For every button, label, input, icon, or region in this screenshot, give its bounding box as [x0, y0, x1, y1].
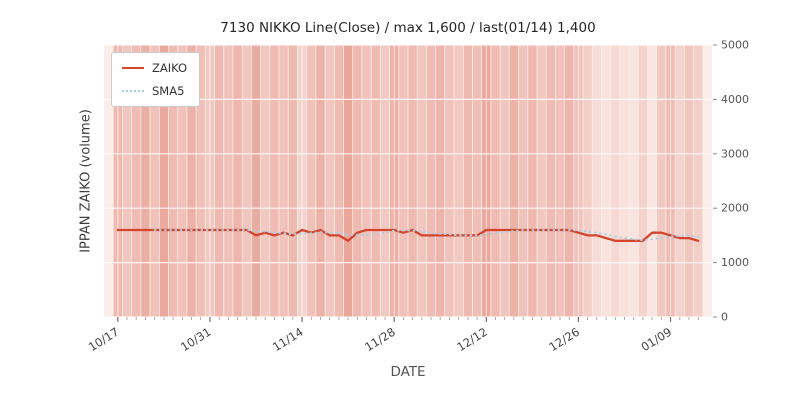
y-tick-label: 0	[721, 311, 728, 324]
day-band	[491, 45, 500, 317]
day-band	[399, 45, 408, 317]
day-band	[187, 45, 196, 317]
day-band	[251, 45, 261, 317]
series-lines	[116, 228, 700, 242]
gridlines	[104, 44, 712, 318]
x-tick-label: 10/17	[86, 325, 122, 354]
day-band	[214, 45, 224, 317]
day-band	[472, 45, 482, 317]
day-band	[638, 45, 648, 317]
day-band	[555, 45, 565, 317]
day-band	[122, 45, 132, 317]
day-band	[565, 45, 574, 317]
x-tick-label: 10/31	[178, 325, 214, 354]
day-band	[629, 45, 638, 317]
day-band	[316, 45, 325, 317]
chart-title: 7130 NIKKO Line(Close) / max 1,600 / las…	[220, 20, 596, 36]
day-band	[307, 45, 316, 317]
day-band	[445, 45, 454, 317]
legend-label-zaiko: ZAIKO	[152, 61, 188, 75]
day-band	[518, 45, 528, 317]
x-tick-label: 12/12	[454, 325, 490, 354]
day-band	[242, 45, 251, 317]
x-tick-label: 01/09	[639, 325, 675, 354]
day-band	[261, 45, 270, 317]
day-band	[343, 45, 353, 317]
sma5-line-sample	[122, 90, 144, 92]
day-band	[620, 45, 629, 317]
day-band	[417, 45, 426, 317]
day-band	[463, 45, 473, 317]
day-band	[684, 45, 694, 317]
day-band	[159, 45, 169, 317]
day-band	[454, 45, 463, 317]
legend-label-sma5: SMA5	[152, 84, 185, 98]
day-band	[233, 45, 242, 317]
day-band	[150, 45, 159, 317]
day-band	[509, 45, 519, 317]
day-band	[362, 45, 371, 317]
y-tick-label: 1000	[721, 256, 749, 269]
day-band	[132, 45, 141, 317]
day-band	[537, 45, 546, 317]
x-axis-label: DATE	[390, 364, 426, 380]
day-band	[168, 45, 178, 317]
y-tick-label: 3000	[721, 147, 749, 160]
day-band	[611, 45, 620, 317]
x-tick-label: 11/28	[362, 325, 398, 354]
day-band	[270, 45, 279, 317]
background-bands	[113, 45, 703, 317]
day-band	[141, 45, 150, 317]
legend: ZAIKO SMA5	[111, 52, 201, 107]
day-band	[647, 45, 657, 317]
day-band	[288, 45, 297, 317]
day-band	[694, 45, 703, 317]
day-band	[675, 45, 684, 317]
day-band	[592, 45, 601, 317]
day-band	[528, 45, 537, 317]
plot-background	[104, 45, 712, 317]
day-band	[583, 45, 592, 317]
x-tick-label: 12/26	[546, 325, 582, 354]
day-band	[353, 45, 362, 317]
y-tick-label: 4000	[721, 93, 749, 106]
day-band	[500, 45, 509, 317]
x-axis-bottom: 10/17 10/31 11/14 11/28 12/12 12/26 01/09	[86, 317, 699, 354]
day-band	[380, 45, 390, 317]
zaiko-line-sample	[122, 67, 144, 69]
legend-item-sma5: SMA5	[122, 84, 187, 98]
day-band	[279, 45, 288, 317]
y-axis-right: 0 1000 2000 3000 4000 5000	[713, 39, 749, 324]
day-band	[408, 45, 417, 317]
day-band	[657, 45, 666, 317]
day-band	[546, 45, 555, 317]
day-band	[371, 45, 380, 317]
day-band	[426, 45, 436, 317]
y-tick-label: 5000	[721, 39, 749, 52]
day-band	[325, 45, 334, 317]
legend-item-zaiko: ZAIKO	[122, 61, 187, 75]
y-tick-label: 2000	[721, 202, 749, 215]
day-band	[601, 45, 611, 317]
day-band	[178, 45, 187, 317]
x-tick-label: 11/14	[270, 325, 306, 354]
day-band	[224, 45, 233, 317]
day-band	[334, 45, 344, 317]
day-band	[196, 45, 205, 317]
day-band	[436, 45, 445, 317]
